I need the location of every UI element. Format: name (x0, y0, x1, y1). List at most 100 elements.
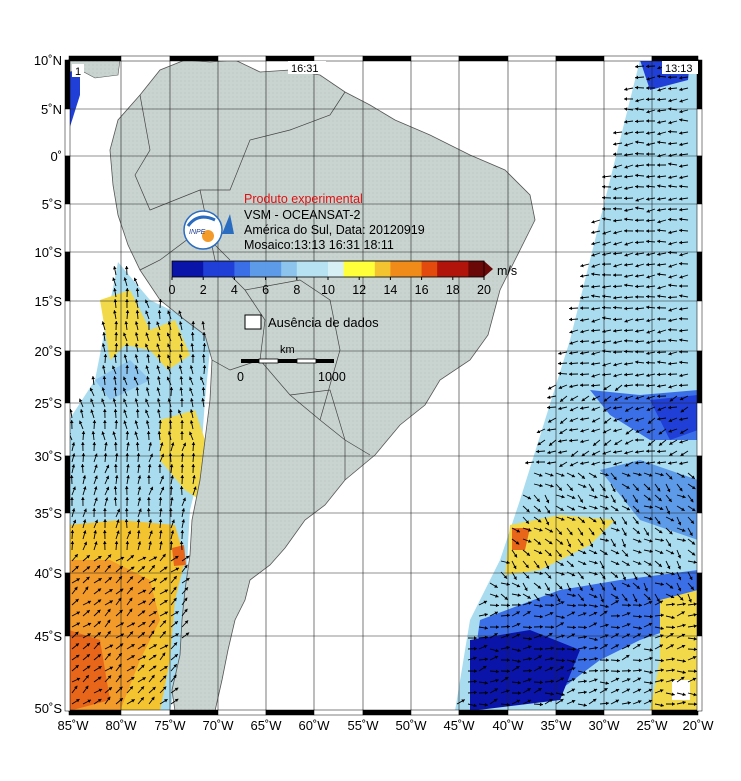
wind-vector-head (162, 553, 166, 558)
wind-vector-head (560, 507, 564, 511)
wind-vector-head (75, 665, 79, 669)
wind-vector-head (191, 453, 196, 457)
frame-tick-bottom (458, 709, 509, 716)
wind-vector-head (135, 409, 140, 413)
wind-vector-head (473, 646, 477, 651)
wind-vector-head (602, 340, 606, 344)
wind-vector-head (561, 692, 565, 697)
wind-vector-head (127, 530, 131, 535)
wind-vector-head (201, 321, 205, 325)
wind-vector-head (178, 332, 182, 337)
wind-vector-head (646, 330, 650, 334)
wind-vector-head (118, 576, 123, 580)
wind-vector-head (75, 631, 79, 636)
lat-label: 20˚S (35, 344, 63, 359)
wind-vector-head (671, 692, 675, 696)
frame-tick-bottom (362, 709, 412, 716)
wind-vector-head (591, 452, 596, 456)
wind-vector-head (109, 644, 114, 648)
wind-vector-head (671, 615, 675, 620)
wind-vector-head (605, 604, 609, 609)
wind-vector-head (145, 387, 150, 391)
wind-vector-head (513, 576, 517, 580)
wind-vector-head (76, 677, 81, 682)
wind-vector-head (569, 341, 573, 345)
wind-vector-head (506, 603, 510, 608)
wind-vector-head (166, 332, 171, 337)
wind-vector-head (536, 564, 540, 569)
scale-end: 1000 (318, 370, 346, 384)
wind-vector-head (592, 698, 597, 703)
wind-vector-head (178, 365, 183, 369)
wind-vector-head (158, 464, 162, 468)
wind-vector-head (591, 307, 595, 311)
wind-vector-head (113, 288, 117, 292)
wind-vector-head (550, 603, 554, 608)
wind-vector-head (122, 387, 127, 392)
wind-vector-head (625, 463, 629, 467)
wind-vector-head (602, 242, 606, 246)
wind-vector-head (85, 685, 89, 690)
wind-vector-head (146, 354, 150, 358)
wind-vector-head (605, 658, 609, 662)
wind-vector-head (149, 530, 153, 534)
wind-vector-head (547, 405, 551, 410)
wind-vector-head (142, 600, 147, 604)
wind-vector-head (657, 384, 661, 388)
frame-tick-right (696, 350, 703, 404)
wind-vector-head (591, 383, 595, 388)
wind-vector-head (141, 610, 146, 614)
wind-vector-head (483, 600, 488, 604)
wind-vector-head (624, 196, 628, 201)
wind-vector-head (527, 595, 531, 599)
wind-vector-head (647, 497, 652, 501)
wind-vector-head (603, 398, 608, 402)
wind-vector-head (129, 597, 133, 602)
wind-vector-head (660, 472, 664, 477)
pass-time-labels: 1 16:31 13:13 (72, 61, 698, 78)
wind-vector-head (679, 228, 683, 233)
wind-vector-head (646, 461, 650, 465)
scale-bar: km 0 1000 (237, 344, 346, 384)
wind-vector-head (646, 239, 650, 244)
wind-vector-head (560, 398, 564, 402)
wind-vector-head (670, 551, 675, 555)
wind-vector-head (635, 295, 639, 299)
wind-vector-head (657, 294, 661, 299)
lon-label: 60˚W (298, 718, 330, 733)
colorbar-tick-label: 0 (169, 283, 176, 297)
wind-vector-head (613, 428, 617, 433)
wind-vector-head (646, 305, 650, 310)
wind-vector-head (147, 321, 151, 325)
wind-vector-head (76, 622, 80, 626)
wind-vector-head (635, 263, 639, 268)
wind-vector-head (591, 294, 595, 298)
wind-vector-head (624, 338, 628, 343)
wind-vector-head (517, 691, 521, 695)
wind-vector-head (681, 633, 686, 638)
wind-vector-head (174, 556, 179, 560)
wind-vector-head (602, 294, 606, 299)
wind-vector-head (569, 428, 573, 432)
wind-vector-head (624, 553, 629, 557)
wind-vector-head (125, 453, 130, 457)
wind-vector-head (691, 507, 696, 512)
wind-vector-head (559, 585, 563, 590)
wind-vector-head (635, 318, 639, 322)
wind-vector-head (86, 576, 90, 581)
frame-tick-top (410, 55, 460, 62)
wind-vector-head (635, 252, 639, 256)
wind-vector-head (668, 275, 672, 279)
wind-vector-head (682, 659, 686, 663)
wind-vector-head (602, 363, 606, 367)
wind-vector-head (124, 321, 129, 325)
wind-vector-head (169, 486, 174, 490)
wind-vector-head (580, 284, 584, 289)
colorbar-segment (250, 261, 267, 277)
wind-vector-head (635, 218, 639, 223)
wind-vector-head (180, 431, 184, 435)
wind-vector-head (668, 338, 672, 343)
lon-label: 50˚W (395, 718, 427, 733)
frame-tick-left (64, 59, 71, 110)
wind-vector-head (657, 407, 662, 411)
